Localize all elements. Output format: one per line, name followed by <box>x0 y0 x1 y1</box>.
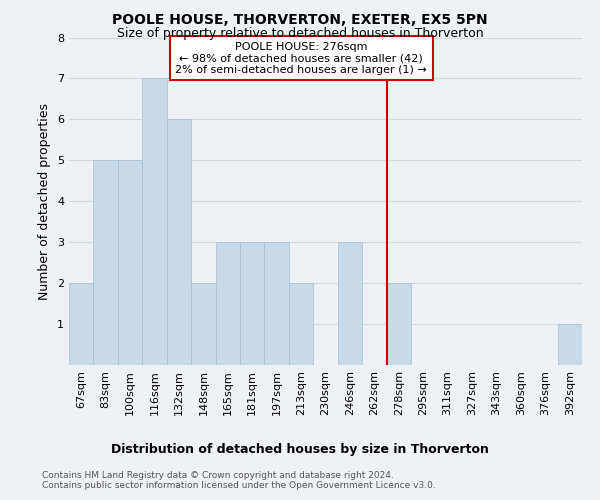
Bar <box>191 283 215 365</box>
Text: Contains HM Land Registry data © Crown copyright and database right 2024.: Contains HM Land Registry data © Crown c… <box>42 471 394 480</box>
Bar <box>386 283 411 365</box>
Text: POOLE HOUSE: 276sqm
← 98% of detached houses are smaller (42)
2% of semi-detache: POOLE HOUSE: 276sqm ← 98% of detached ho… <box>175 42 427 75</box>
Y-axis label: Number of detached properties: Number of detached properties <box>38 103 52 300</box>
Bar <box>289 283 313 365</box>
Bar <box>557 324 582 365</box>
Bar <box>265 242 289 365</box>
Text: POOLE HOUSE, THORVERTON, EXETER, EX5 5PN: POOLE HOUSE, THORVERTON, EXETER, EX5 5PN <box>112 12 488 26</box>
Bar <box>69 283 94 365</box>
Text: Size of property relative to detached houses in Thorverton: Size of property relative to detached ho… <box>116 28 484 40</box>
Bar <box>142 78 167 365</box>
Bar <box>338 242 362 365</box>
Bar <box>240 242 265 365</box>
Text: Distribution of detached houses by size in Thorverton: Distribution of detached houses by size … <box>111 442 489 456</box>
Bar <box>118 160 142 365</box>
Bar <box>94 160 118 365</box>
Bar <box>167 120 191 365</box>
Text: Contains public sector information licensed under the Open Government Licence v3: Contains public sector information licen… <box>42 481 436 490</box>
Bar <box>215 242 240 365</box>
